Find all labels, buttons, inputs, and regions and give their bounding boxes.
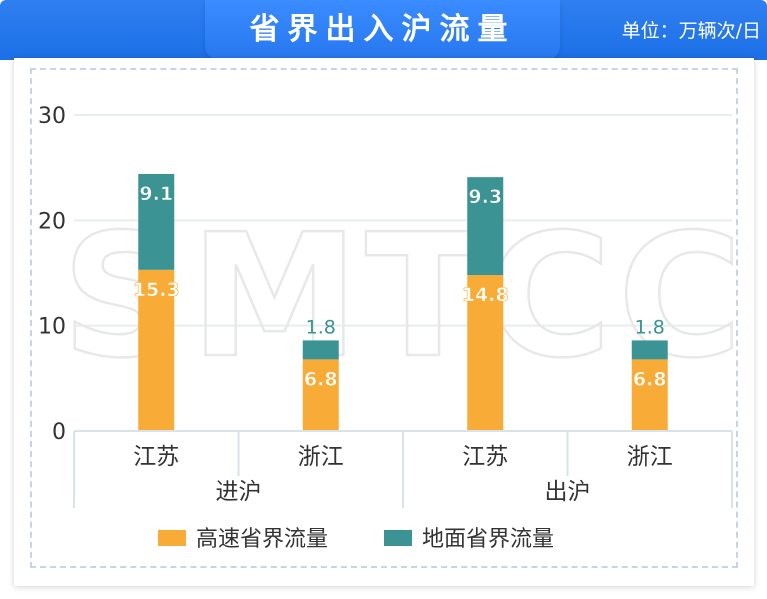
bar [631, 340, 668, 360]
bar [302, 340, 339, 360]
x-tick-label: 江苏 [133, 444, 179, 470]
data-label: 1.8 [306, 316, 336, 338]
y-tick-label: 20 [38, 209, 66, 234]
bar-layer: 15.3 9.1 6.8 1.8 14.8 9.3 6.8 1.8 [133, 173, 668, 431]
legend-swatch [384, 530, 412, 546]
x-tick-label: 浙江 [298, 444, 344, 470]
dashed-border [30, 68, 738, 568]
bar [138, 173, 175, 270]
bar [467, 275, 504, 431]
data-label: 9.1 [139, 183, 173, 205]
y-tick-label: 0 [52, 420, 66, 445]
x-group-label: 出沪 [545, 479, 591, 505]
data-label: 15.3 [133, 279, 180, 301]
data-label: 6.8 [633, 368, 667, 390]
x-tick-label: 江苏 [462, 444, 508, 470]
bar [138, 269, 175, 431]
chart-card [14, 58, 754, 586]
data-label: 6.8 [304, 368, 338, 390]
y-tick-label: 10 [38, 315, 66, 340]
legend-layer: 高速省界流量 地面省界流量 [158, 527, 554, 552]
legend-label: 高速省界流量 [196, 527, 328, 552]
data-label: 1.8 [635, 316, 665, 338]
bar [631, 359, 668, 431]
legend-label: 地面省界流量 [422, 527, 554, 552]
title-tab [205, 0, 560, 60]
x-tick-label: 浙江 [627, 444, 673, 470]
data-label: 9.3 [468, 186, 502, 208]
bar [302, 359, 339, 431]
x-group-label: 进沪 [216, 479, 262, 505]
chart-title: 省界出入沪流量 [249, 12, 516, 47]
bar [467, 177, 504, 276]
legend-swatch [158, 530, 186, 546]
y-tick-label: 30 [38, 104, 66, 129]
unit-label: 单位：万辆次/日 [621, 20, 761, 42]
data-label: 14.8 [462, 284, 509, 306]
grid-layer [74, 114, 732, 327]
